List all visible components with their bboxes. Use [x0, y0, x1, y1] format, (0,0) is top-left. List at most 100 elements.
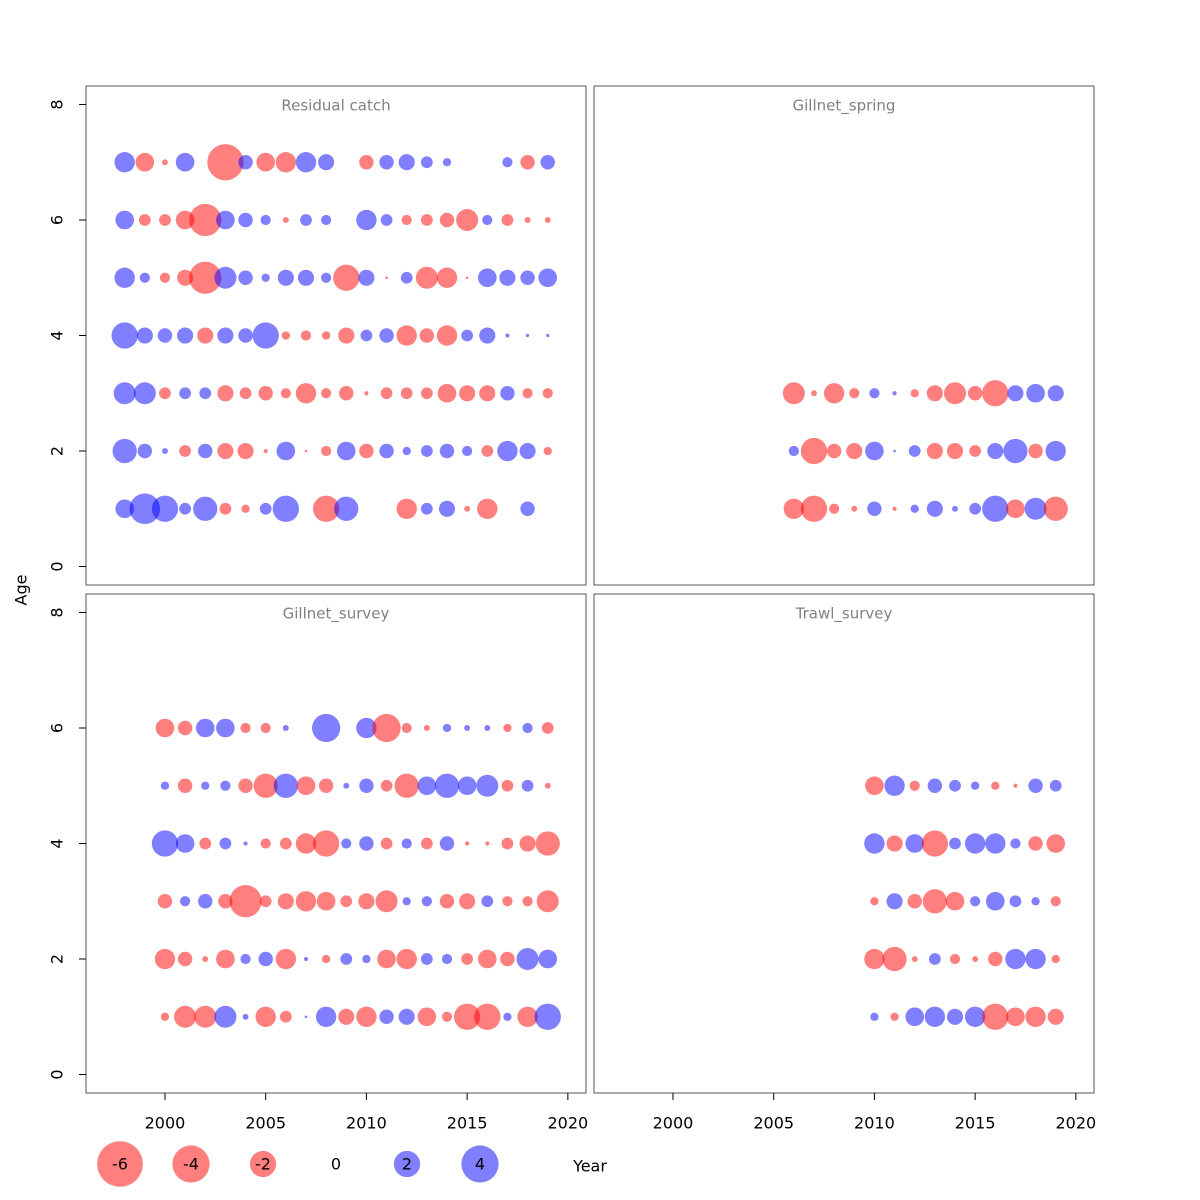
panel-frame — [593, 85, 1095, 586]
bubble — [910, 389, 919, 398]
bubble — [207, 144, 244, 181]
bubble — [851, 505, 858, 512]
bubble — [800, 437, 828, 465]
y-axis-label: Age — [12, 575, 31, 606]
x-tick-label: 2000 — [653, 1114, 694, 1133]
bubble — [334, 496, 359, 521]
bubble — [356, 717, 377, 739]
bubble — [987, 442, 1004, 460]
bubble — [890, 1012, 899, 1021]
bubble — [1013, 783, 1018, 788]
bubble — [193, 496, 218, 521]
bubble — [982, 495, 1009, 522]
bubble — [783, 498, 805, 519]
bubble — [260, 838, 271, 849]
x-tick-label: 2015 — [447, 1114, 488, 1133]
bubble — [544, 782, 551, 789]
bubble — [985, 833, 1006, 854]
bubble — [112, 438, 137, 464]
bubble — [359, 836, 374, 851]
bubble — [439, 894, 455, 909]
bubble — [359, 443, 374, 459]
bubble — [892, 391, 897, 396]
bubble — [479, 385, 496, 402]
bubble — [420, 445, 433, 457]
bubble — [238, 778, 253, 793]
bubble — [864, 948, 885, 970]
bubble — [111, 322, 138, 349]
bubble — [398, 154, 415, 171]
bubble — [220, 780, 231, 791]
bubble — [434, 773, 460, 798]
bubble — [517, 1006, 538, 1027]
bubble — [436, 325, 458, 346]
bubble — [479, 327, 496, 344]
bubble — [417, 1007, 437, 1027]
bubble — [865, 776, 884, 796]
bubble — [967, 386, 983, 401]
bubble — [160, 1012, 170, 1021]
bubble — [1005, 948, 1026, 970]
bubble — [829, 503, 840, 514]
bubble — [908, 445, 921, 457]
bubble — [464, 725, 471, 731]
bubble — [129, 493, 161, 525]
bubble — [159, 214, 171, 226]
bubble — [253, 773, 278, 798]
bubble — [394, 773, 419, 798]
bubble — [356, 209, 377, 231]
bubble — [464, 505, 471, 512]
bubble — [864, 833, 885, 854]
bubble — [869, 388, 880, 399]
bubble — [312, 495, 340, 522]
bubble — [1047, 385, 1064, 402]
bubble — [340, 895, 353, 908]
bubble — [516, 948, 539, 971]
bubble — [419, 328, 435, 343]
bubble — [372, 713, 401, 743]
bubble — [782, 382, 805, 405]
bubble — [456, 208, 479, 231]
bubble — [263, 448, 268, 454]
bubble — [214, 266, 237, 289]
bubble — [321, 272, 332, 283]
bubble — [969, 502, 982, 515]
bubble — [243, 841, 248, 846]
bubble — [459, 385, 476, 402]
bubble — [1045, 440, 1066, 462]
bubble — [276, 441, 296, 461]
bubble — [519, 442, 536, 460]
bubble — [1009, 895, 1022, 908]
bubble — [421, 896, 432, 907]
bubble — [115, 210, 134, 230]
bubble — [339, 386, 354, 401]
bubble — [1025, 948, 1046, 970]
bubble — [926, 385, 943, 402]
bubble — [886, 893, 903, 910]
bubble — [217, 442, 234, 460]
bubble — [358, 269, 375, 286]
bubble — [175, 210, 195, 230]
bubble — [199, 387, 212, 400]
bubble — [362, 954, 371, 964]
bubble — [321, 388, 332, 399]
bubble — [501, 214, 514, 226]
bubble — [159, 272, 171, 283]
bubble — [338, 1008, 355, 1025]
bubble — [423, 725, 430, 731]
bubble — [379, 1009, 394, 1024]
bubble — [318, 154, 335, 171]
bubble — [501, 837, 514, 850]
bubble — [459, 893, 476, 910]
bubble — [279, 1010, 292, 1023]
bubble — [175, 152, 195, 172]
bubble — [1007, 385, 1024, 402]
legend-label: -2 — [255, 1155, 271, 1174]
bubble — [437, 383, 457, 403]
bubble — [893, 449, 896, 453]
bubble — [238, 155, 253, 170]
bubble — [239, 387, 252, 400]
bubble — [358, 893, 375, 910]
bubble — [400, 271, 413, 284]
